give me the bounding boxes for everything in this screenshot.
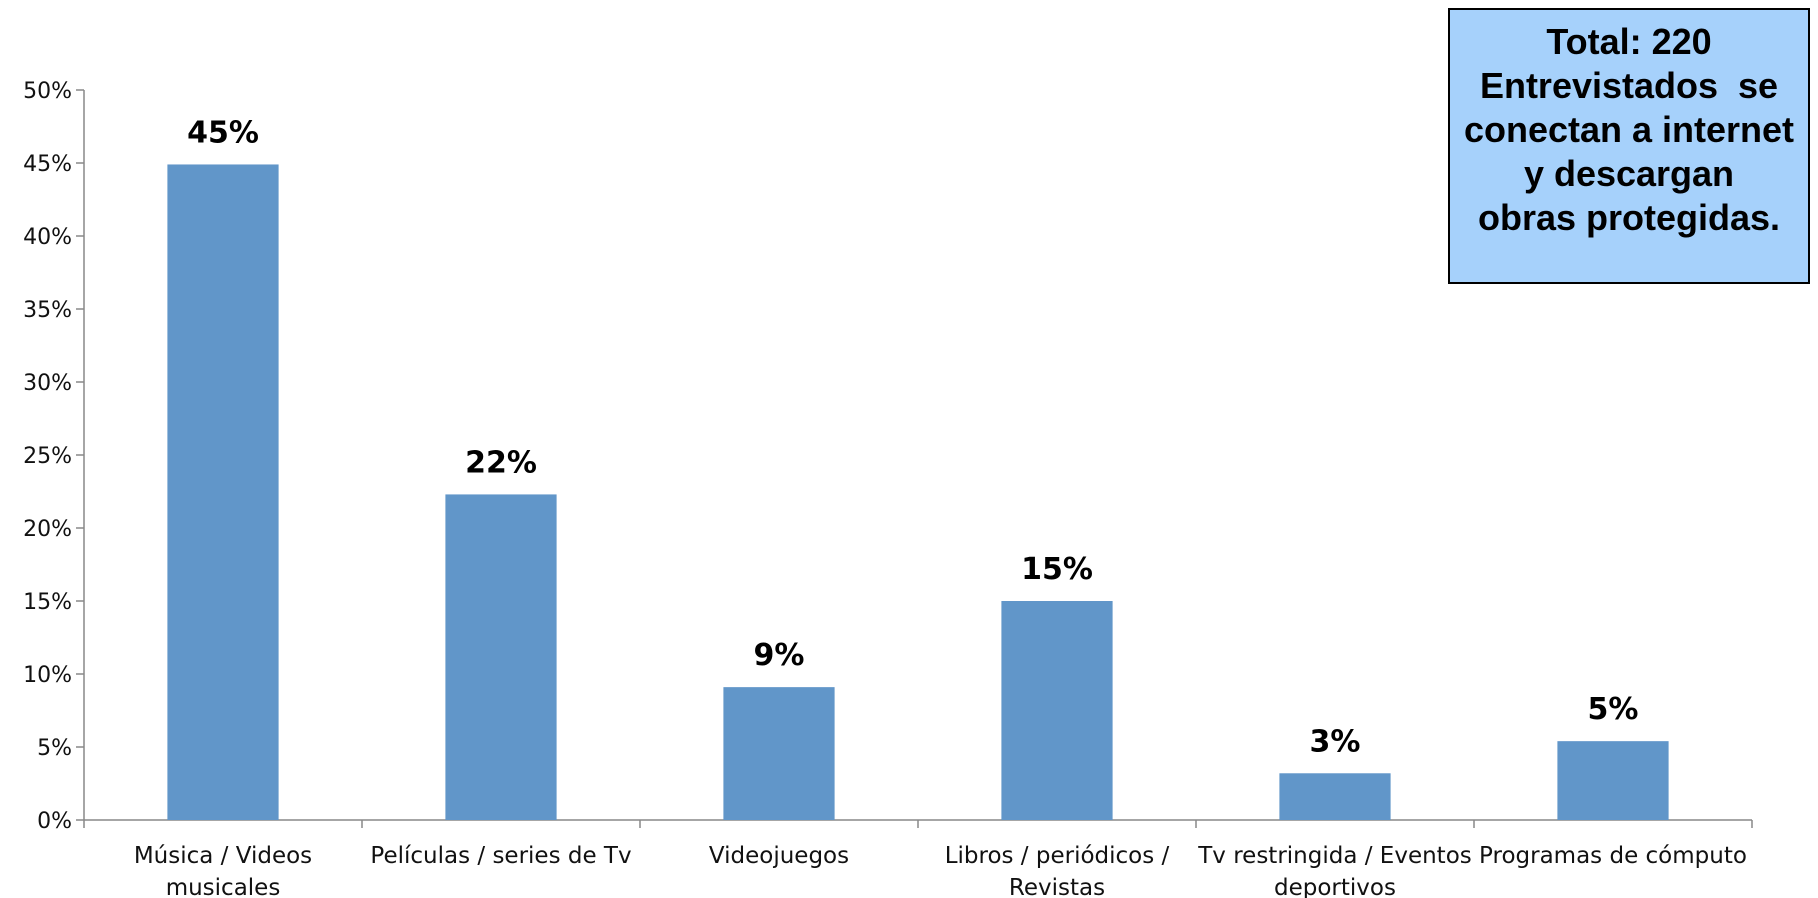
y-tick-label: 35% (23, 298, 72, 323)
x-tick-label: deportivos (1274, 875, 1396, 898)
bar (445, 494, 557, 820)
y-tick-label: 30% (23, 371, 72, 396)
note-line: y descargan (1523, 153, 1735, 194)
x-tick-label: Videojuegos (709, 843, 849, 869)
y-tick-label: 0% (37, 809, 72, 834)
y-tick-label: 20% (23, 517, 72, 542)
y-tick-label: 40% (23, 225, 72, 250)
x-tick-label: Revistas (1009, 875, 1105, 898)
y-tick-label: 10% (23, 663, 72, 688)
note-line: Total: 220 (1546, 21, 1712, 62)
bar (1557, 741, 1669, 820)
y-tick-label: 15% (23, 590, 72, 615)
y-tick-label: 5% (37, 736, 72, 761)
x-tick-label: musicales (166, 875, 281, 898)
data-label: 22% (465, 445, 537, 480)
bar (723, 687, 835, 820)
note-line: conectan a internet (1463, 109, 1795, 150)
note-line: obras protegidas. (1477, 197, 1781, 238)
data-label: 9% (754, 638, 805, 673)
data-label: 5% (1588, 692, 1639, 727)
x-tick-label: Tv restringida / Eventos (1197, 843, 1472, 869)
x-tick-label: Programas de cómputo (1479, 843, 1747, 869)
bar (1279, 773, 1391, 820)
data-label: 15% (1021, 552, 1093, 587)
data-label: 45% (187, 115, 259, 150)
y-tick-label: 45% (23, 152, 72, 177)
y-tick-label: 25% (23, 444, 72, 469)
x-tick-label: Música / Videos (134, 843, 312, 869)
bar (1001, 601, 1113, 820)
note-line: Entrevistados se (1479, 65, 1779, 106)
bar (167, 164, 279, 820)
total-note-box: Total: 220 Entrevistados se conectan a i… (1448, 8, 1810, 284)
x-tick-label: Libros / periódicos / (945, 843, 1170, 869)
y-tick-label: 50% (23, 79, 72, 104)
x-tick-label: Películas / series de Tv (370, 843, 631, 869)
data-label: 3% (1310, 724, 1361, 759)
